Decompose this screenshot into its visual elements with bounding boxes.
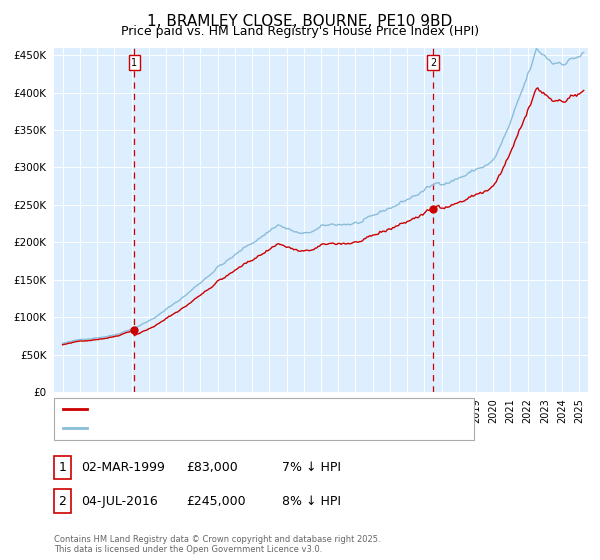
Text: 04-JUL-2016: 04-JUL-2016 xyxy=(81,494,158,508)
Text: 1: 1 xyxy=(131,58,137,68)
Text: HPI: Average price, detached house, South Kesteven: HPI: Average price, detached house, Sout… xyxy=(92,423,366,433)
Text: 1, BRAMLEY CLOSE, BOURNE, PE10 9BD: 1, BRAMLEY CLOSE, BOURNE, PE10 9BD xyxy=(148,14,452,29)
Text: Price paid vs. HM Land Registry's House Price Index (HPI): Price paid vs. HM Land Registry's House … xyxy=(121,25,479,38)
Text: 2: 2 xyxy=(430,58,436,68)
Text: £83,000: £83,000 xyxy=(186,461,238,474)
Text: 1, BRAMLEY CLOSE, BOURNE, PE10 9BD (detached house): 1, BRAMLEY CLOSE, BOURNE, PE10 9BD (deta… xyxy=(92,404,394,414)
Text: 1: 1 xyxy=(58,461,67,474)
Text: 8% ↓ HPI: 8% ↓ HPI xyxy=(282,494,341,508)
Text: 02-MAR-1999: 02-MAR-1999 xyxy=(81,461,165,474)
Text: £245,000: £245,000 xyxy=(186,494,245,508)
Text: 7% ↓ HPI: 7% ↓ HPI xyxy=(282,461,341,474)
Text: 2: 2 xyxy=(58,494,67,508)
Text: Contains HM Land Registry data © Crown copyright and database right 2025.
This d: Contains HM Land Registry data © Crown c… xyxy=(54,535,380,554)
